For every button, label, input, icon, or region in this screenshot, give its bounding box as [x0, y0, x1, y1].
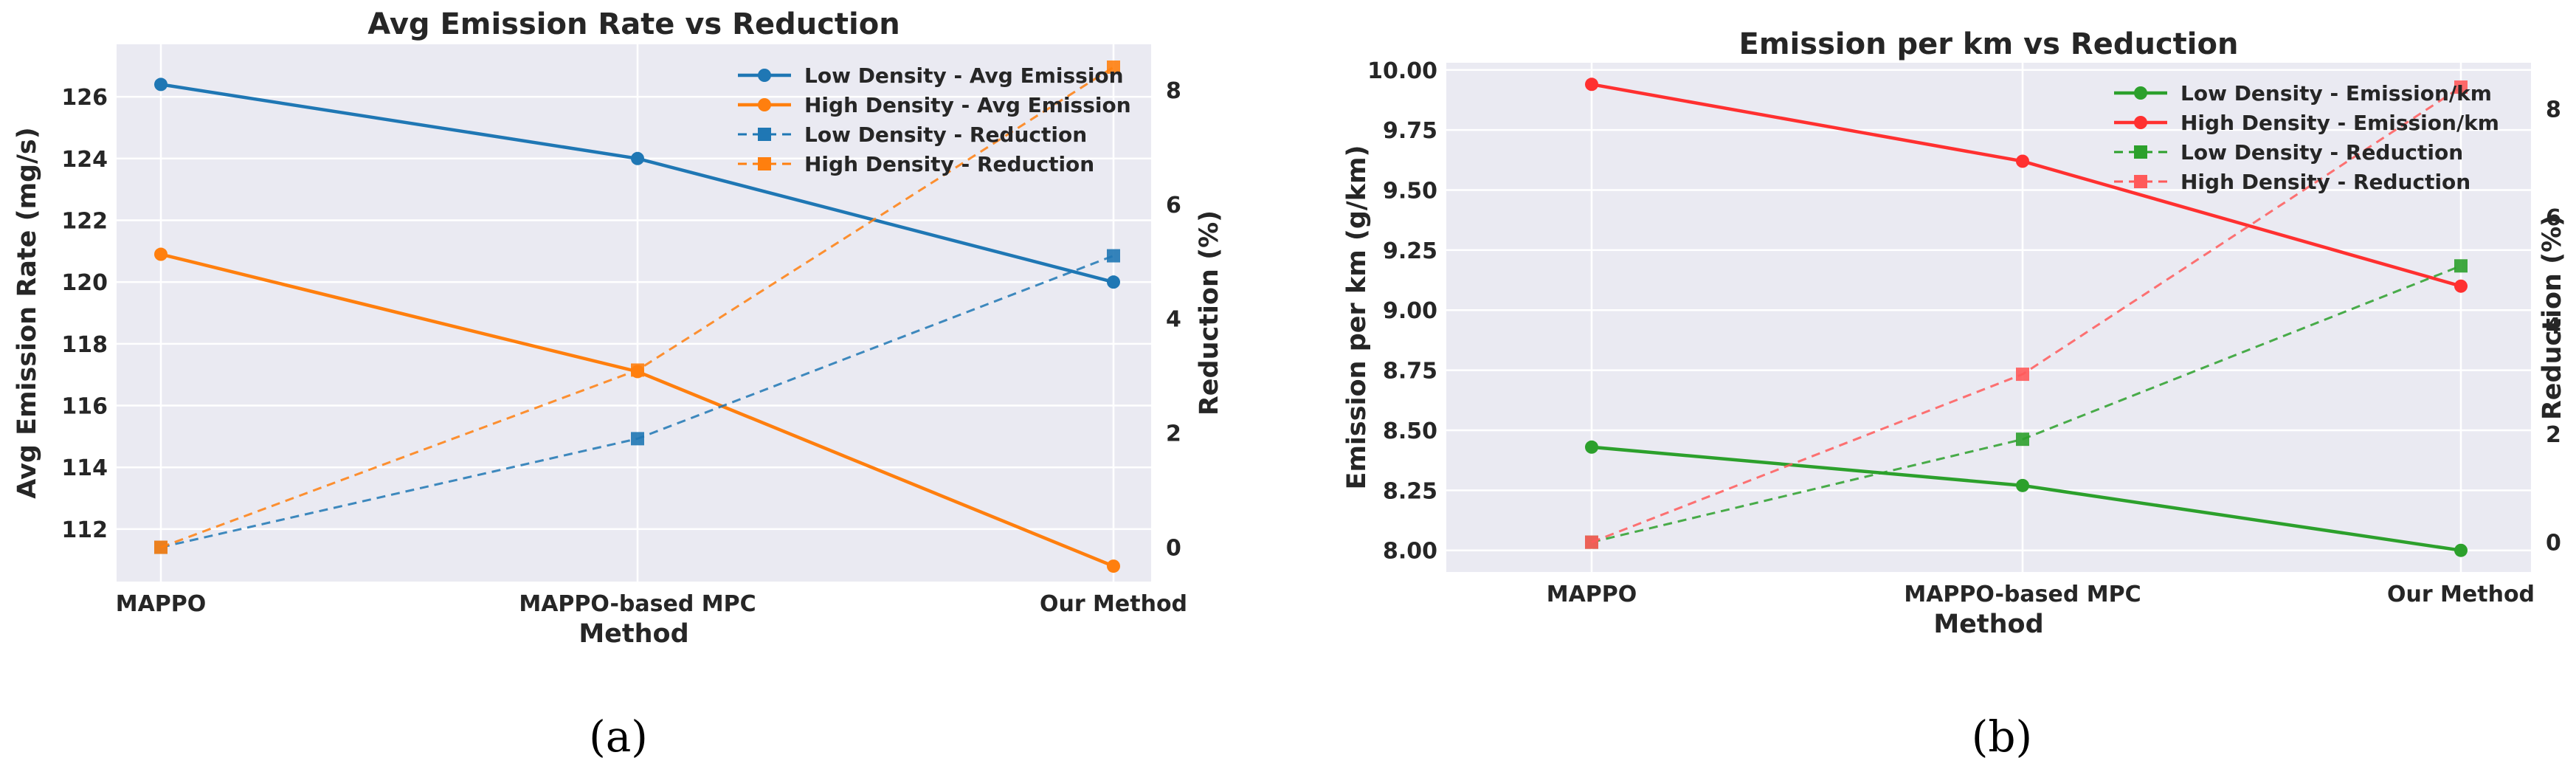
legend-marker	[758, 128, 771, 141]
data-point-high-density-avg-emission	[154, 247, 168, 261]
chart-title: Avg Emission Rate vs Reduction	[367, 7, 899, 41]
y2-tick-label: 0	[2546, 531, 2561, 556]
x-axis-label: Method	[1933, 610, 2043, 639]
x-tick-label: MAPPO-based MPC	[1904, 582, 2141, 607]
data-point-high-density-emission-km	[1585, 77, 1598, 92]
y2-tick-label: 8	[2546, 97, 2561, 123]
data-point-low-density-reduction	[2454, 259, 2468, 273]
x-tick-label: MAPPO-based MPC	[519, 591, 756, 617]
y2-tick-label: 4	[1166, 307, 1181, 333]
legend-marker	[2134, 175, 2147, 188]
data-point-low-density-reduction	[1107, 249, 1120, 263]
plot-area	[117, 44, 1151, 582]
plot-area	[1446, 63, 2531, 572]
data-point-high-density-reduction	[631, 363, 644, 377]
y2-axis-label: Reduction (%)	[1195, 210, 1224, 416]
data-point-low-density-reduction	[2016, 432, 2029, 447]
y-tick-label: 126	[61, 85, 108, 111]
legend-label: Low Density - Reduction	[2180, 140, 2463, 165]
panel-label: (a)	[589, 711, 648, 762]
y-tick-label: 8.50	[1383, 418, 1437, 444]
legend-label: High Density - Reduction	[804, 152, 1094, 176]
y-tick-label: 10.00	[1367, 58, 1437, 84]
y-tick-label: 8.25	[1383, 478, 1437, 504]
x-tick-label: MAPPO	[1547, 582, 1637, 607]
y-tick-label: 118	[61, 332, 108, 358]
legend-marker	[2134, 116, 2147, 129]
data-point-low-density-emission-km	[2454, 543, 2468, 557]
y2-tick-label: 6	[2546, 205, 2561, 231]
y2-tick-label: 6	[1166, 193, 1181, 218]
legend-marker	[758, 98, 771, 111]
y-tick-label: 8.00	[1383, 539, 1437, 565]
legend-label: Low Density - Avg Emission	[804, 63, 1124, 88]
data-point-high-density-emission-km	[2016, 154, 2029, 168]
x-tick-label: Our Method	[2387, 582, 2535, 607]
y-tick-label: 116	[61, 394, 108, 420]
y2-tick-label: 2	[2546, 422, 2561, 448]
y2-tick-label: 8	[1166, 78, 1181, 104]
data-point-low-density-emission-km	[1585, 440, 1598, 454]
y-tick-label: 112	[61, 517, 108, 543]
legend: Low Density - Emission/km High Density - …	[2114, 81, 2499, 194]
data-point-low-density-emission-km	[2016, 478, 2029, 492]
legend-label: Low Density - Reduction	[804, 123, 1087, 147]
y-tick-label: 8.75	[1383, 359, 1437, 385]
y-tick-label: 122	[61, 208, 108, 234]
y-tick-label: 9.25	[1383, 238, 1437, 264]
legend-marker	[2134, 86, 2147, 100]
y2-axis-label: Reduction (%)	[2538, 215, 2567, 420]
data-point-low-density-avg-emission	[631, 151, 644, 165]
y2-tick-label: 2	[1166, 421, 1181, 447]
data-point-high-density-reduction	[2016, 368, 2029, 382]
y-axis-label: Emission per km (g/km)	[1342, 145, 1372, 490]
x-axis-label: Method	[579, 619, 688, 649]
x-tick-label: Our Method	[1040, 591, 1187, 617]
legend-marker	[2134, 145, 2147, 159]
data-point-high-density-reduction	[1585, 535, 1598, 549]
legend-label: High Density - Reduction	[2180, 170, 2470, 194]
data-point-low-density-reduction	[631, 432, 644, 446]
data-point-high-density-reduction	[2454, 80, 2468, 94]
data-point-high-density-avg-emission	[1107, 559, 1120, 573]
legend-label: High Density - Avg Emission	[804, 93, 1131, 117]
chart-panel-b: 8.00 8.25 8.50 8.75 9.00 9.25 9.50 9.75 10.00 0 2 4…	[1342, 27, 2567, 762]
legend-marker	[758, 157, 771, 170]
y-tick-label: 9.75	[1383, 118, 1437, 144]
y-tick-label: 120	[61, 270, 108, 296]
legend-marker	[758, 69, 771, 82]
chart-title: Emission per km vs Reduction	[1739, 27, 2239, 61]
legend-label: High Density - Emission/km	[2180, 111, 2499, 135]
y-tick-label: 124	[61, 147, 108, 173]
data-point-low-density-avg-emission	[1107, 275, 1120, 289]
chart-panel-a: 112 114 116 118 120 122 124 126 0 2 4 6 8 MAPPO MAPPO-…	[13, 7, 1224, 762]
data-point-low-density-avg-emission	[154, 77, 168, 92]
data-point-high-density-reduction	[1107, 60, 1120, 74]
y-tick-label: 9.50	[1383, 179, 1437, 204]
y-tick-label: 114	[61, 455, 108, 481]
data-point-high-density-emission-km	[2454, 279, 2468, 293]
legend: Low Density - Avg Emission High Density -…	[738, 63, 1131, 176]
panel-label: (b)	[1972, 711, 2032, 762]
x-tick-label: MAPPO	[116, 591, 207, 617]
y-tick-label: 9.00	[1383, 298, 1437, 324]
y2-tick-label: 0	[1166, 536, 1181, 562]
y-axis-label: Avg Emission Rate (mg/s)	[13, 127, 42, 498]
data-point-high-density-reduction	[154, 540, 168, 554]
legend-label: Low Density - Emission/km	[2180, 81, 2492, 106]
y2-tick-label: 4	[2546, 314, 2561, 340]
